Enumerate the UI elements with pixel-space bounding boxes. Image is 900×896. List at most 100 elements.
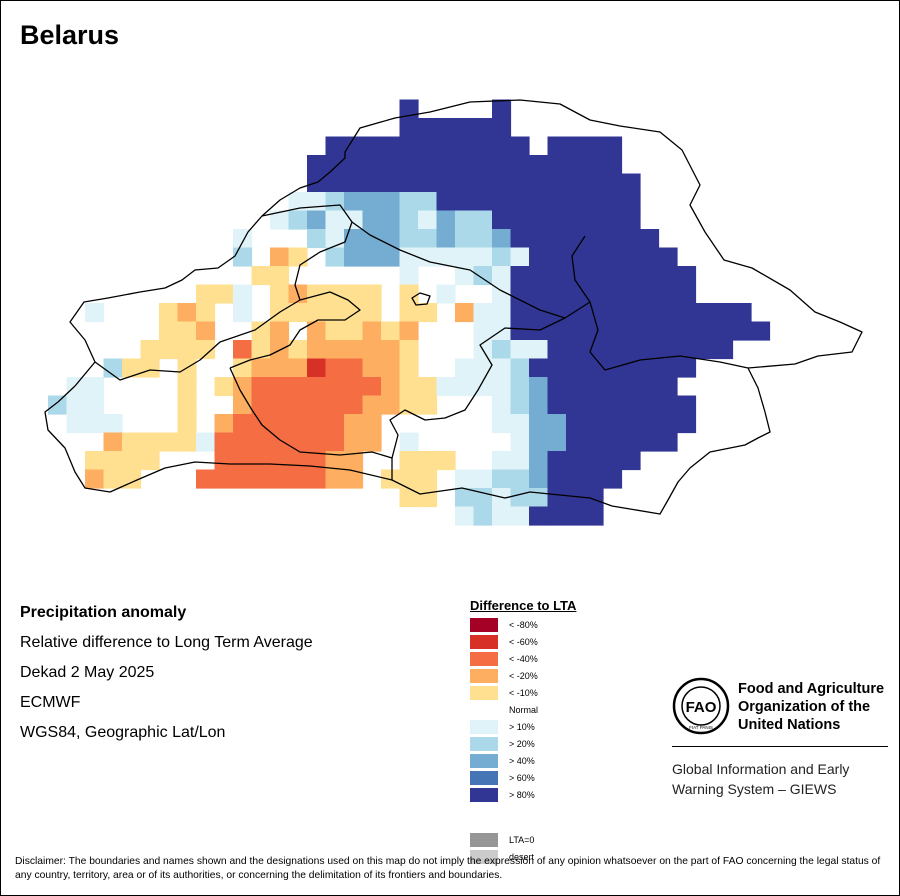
legend-label: LTA=0 (509, 835, 535, 845)
grid-cell (103, 451, 123, 471)
grid-cell (529, 469, 549, 489)
grid-cell (325, 229, 345, 249)
grid-cell (103, 414, 123, 434)
grid-cell (455, 488, 475, 508)
grid-cell (344, 414, 364, 434)
legend-label: > 80% (509, 790, 535, 800)
grid-cell (251, 266, 290, 286)
grid-cell (547, 432, 567, 452)
grid-cell (566, 451, 586, 471)
grid-cell (529, 192, 641, 212)
grid-cell (344, 469, 364, 489)
grid-cell (473, 303, 493, 323)
legend-swatch (470, 635, 498, 649)
grid-cell (214, 414, 234, 434)
grid-cell (399, 303, 419, 323)
grid-cell (529, 247, 678, 267)
grid-cell (103, 358, 123, 378)
grid-cell (547, 358, 697, 378)
grid-cell (547, 414, 567, 434)
grid-cell (251, 321, 271, 341)
grid-cell (455, 358, 475, 378)
grid-cell (547, 451, 567, 471)
grid-cell (288, 340, 308, 360)
legend-swatch (470, 850, 498, 864)
grid-cell (325, 377, 364, 397)
grid-cell (436, 284, 456, 304)
grid-cell (233, 432, 327, 452)
region-boundary (229, 367, 393, 480)
grid-cell (362, 340, 382, 360)
grid-cell (473, 488, 493, 508)
grid-cell (510, 229, 660, 249)
grid-cell (529, 488, 549, 508)
country-border (44, 99, 863, 515)
region-boundary (589, 301, 749, 371)
grid-cell (85, 414, 105, 434)
grid-cell (270, 377, 290, 397)
grid-cell (492, 266, 512, 286)
grid-cell (510, 395, 530, 415)
grid-cell (455, 506, 475, 526)
grid-cell (399, 377, 419, 397)
grid-cell (399, 266, 419, 286)
grid-cell (307, 229, 327, 249)
grid-cell (547, 469, 567, 489)
grid-cell (418, 210, 438, 230)
map-title: Belarus (20, 20, 120, 50)
grid-cell (288, 192, 327, 212)
grid-cell (510, 488, 530, 508)
grid-cell (510, 284, 697, 304)
grid-cell (418, 377, 438, 397)
grid-cell (307, 155, 623, 175)
grid-cell (492, 358, 512, 378)
grid-cell (436, 192, 530, 212)
grid-cell (270, 210, 290, 230)
grid-cell (399, 469, 419, 489)
grid-cell (307, 173, 641, 193)
grid-cell (307, 210, 327, 230)
grid-cell (48, 395, 68, 415)
grid-cell (399, 247, 493, 267)
grid-cell (214, 284, 234, 304)
grid-cell (399, 488, 419, 508)
grid-cell (270, 284, 290, 304)
info-line-1: Relative difference to Long Term Average (20, 634, 313, 651)
grid-cell (418, 488, 438, 508)
grid-cell (399, 432, 419, 452)
grid-cell (566, 469, 586, 489)
grid-cell (159, 432, 179, 452)
grid-cell (140, 340, 160, 360)
grid-cell (103, 432, 123, 452)
grid-cell (492, 414, 512, 434)
grid-cell (307, 284, 382, 304)
grid-cell (473, 266, 493, 286)
legend-swatch (470, 686, 498, 700)
grid-cell (510, 451, 530, 471)
grid-cell (140, 451, 160, 471)
grid-cell (344, 247, 401, 267)
grid-cell (159, 303, 179, 323)
grid-cell (510, 210, 641, 230)
legend-label: Normal (509, 705, 539, 715)
grid-cell (85, 469, 105, 489)
grid-cell (122, 432, 142, 452)
grid-cell (214, 469, 327, 489)
info-line-3: ECMWF (20, 694, 81, 711)
grid-cell (492, 247, 512, 267)
grid-cell (566, 395, 697, 415)
grid-cell (362, 395, 382, 415)
grid-cell (547, 488, 567, 508)
grid-cell (325, 469, 345, 489)
grid-cell (492, 395, 512, 415)
grid-cell (399, 321, 419, 341)
grid-cell (325, 414, 345, 434)
grid-cell (325, 358, 345, 378)
grid-cell (288, 247, 308, 267)
grid-cell (251, 414, 327, 434)
grid-cell (547, 377, 678, 397)
grid-cell (492, 469, 512, 489)
grid-cell (529, 358, 549, 378)
grid-cell (510, 358, 530, 378)
